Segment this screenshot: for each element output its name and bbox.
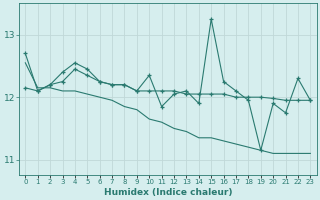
- X-axis label: Humidex (Indice chaleur): Humidex (Indice chaleur): [104, 188, 232, 197]
